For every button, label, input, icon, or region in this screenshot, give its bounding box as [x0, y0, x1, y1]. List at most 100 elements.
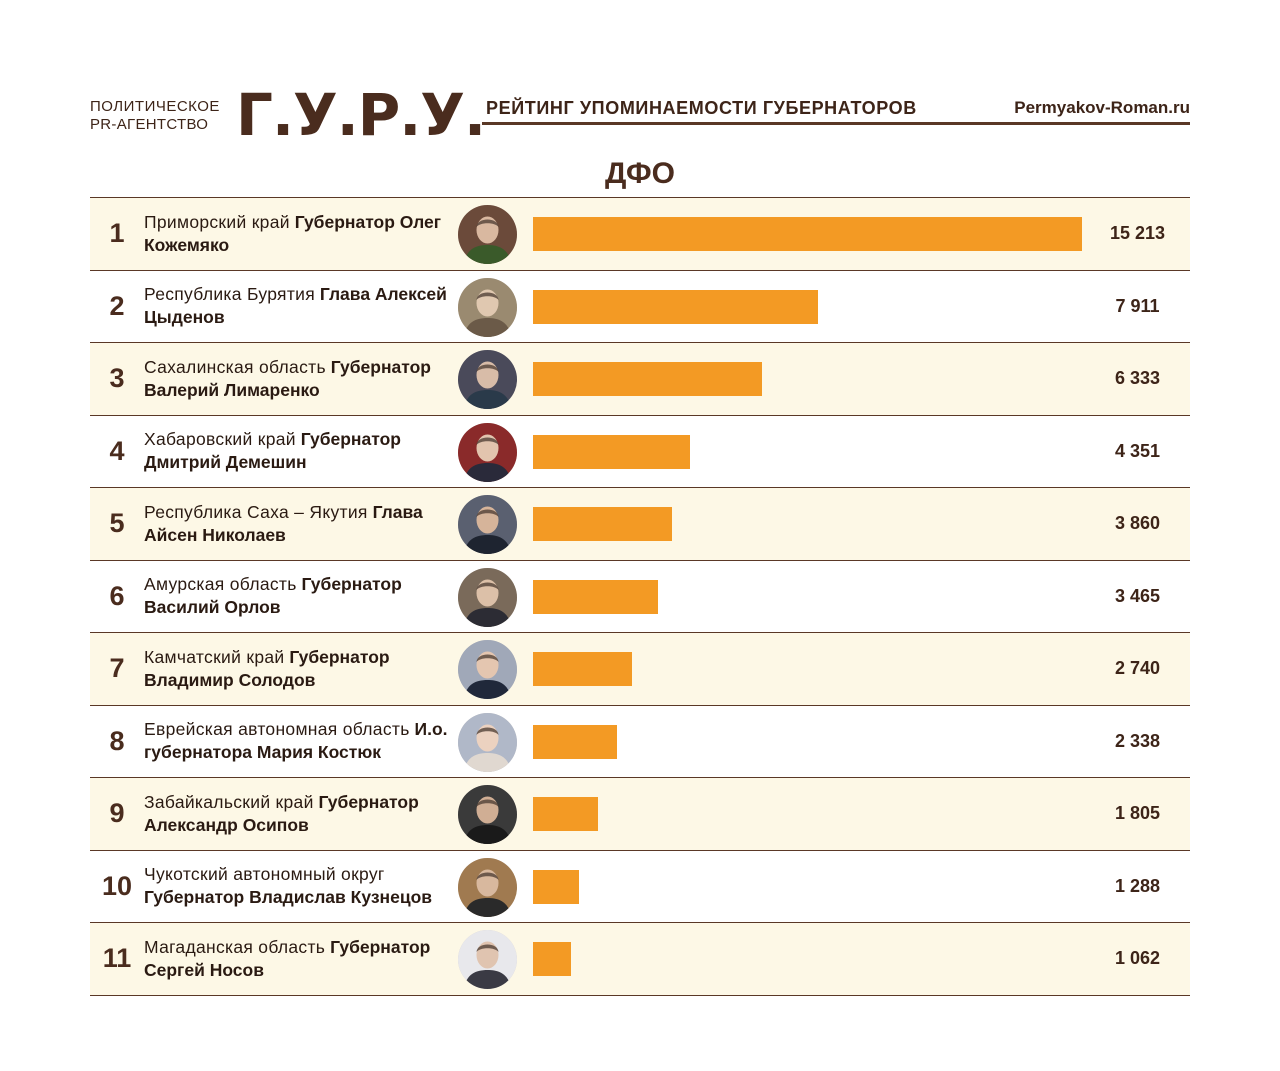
region-name: Чукотский автономный округ [144, 864, 385, 885]
governor-portrait [458, 567, 517, 627]
bar [533, 724, 618, 759]
governor-name: Губернатор Олег Кожемяко [144, 211, 442, 255]
governor-name: Глава Алексей Цыденов [144, 284, 447, 328]
chart-title: ДФО [605, 157, 675, 190]
bar-track [533, 561, 1085, 633]
rating-title: РЕЙТИНГ УПОМИНАЕМОСТИ ГУБЕРНАТОРОВ [486, 98, 917, 118]
table-row: 3 Сахалинская область Губернатор Валерий … [90, 343, 1190, 416]
bar-track [533, 343, 1085, 415]
table-row: 2 Республика Бурятия Глава Алексей Цыдено… [90, 271, 1190, 343]
region-name: Камчатский край [144, 646, 285, 667]
governor-name: Глава Айсен Николаев [144, 501, 423, 545]
bar [533, 434, 691, 469]
bar-track [533, 488, 1085, 560]
table-row: 11 Магаданская область Губернатор Сергей … [90, 923, 1190, 996]
governor-portrait [458, 640, 517, 699]
governor-label: Камчатский край Губернатор Владимир Соло… [144, 633, 454, 705]
rank-number: 6 [109, 580, 125, 611]
governor-name: Губернатор Василий Орлов [144, 574, 402, 618]
rank-number: 10 [101, 870, 133, 901]
ranking-table: 1 Приморский край Губернатор Олег Кожемяк… [90, 197, 1190, 996]
value-label: 1 805 [1114, 803, 1161, 824]
bar [533, 942, 572, 976]
rank-number: 4 [109, 435, 125, 466]
bar [533, 217, 1082, 251]
value-label: 3 465 [1114, 585, 1161, 606]
table-row: 5 Республика Саха – Якутия Глава Айсен Ни… [90, 488, 1190, 561]
region-name: Сахалинская область [144, 356, 326, 377]
bar [533, 289, 819, 324]
region-name: Еврейская автономная область [144, 719, 410, 740]
value-label: 4 351 [1114, 440, 1161, 461]
logo: Г.У.Р.У. [236, 81, 486, 149]
bar [533, 652, 632, 686]
governor-portrait [458, 422, 517, 482]
bar-track [533, 633, 1085, 705]
governor-label: Магаданская область Губернатор Сергей Но… [144, 923, 454, 995]
value-label: 3 860 [1114, 513, 1161, 534]
governor-label: Забайкальский край Губернатор Александр … [144, 778, 454, 850]
agency-label: ПОЛИТИЧЕСКОЕ PR-АГЕНТСТВО [90, 98, 225, 134]
value-label: 2 740 [1114, 658, 1161, 679]
rank-number: 3 [109, 363, 125, 394]
region-name: Приморский край [144, 211, 290, 232]
header-divider [482, 122, 1190, 125]
bar-track [533, 198, 1085, 270]
table-row: 1 Приморский край Губернатор Олег Кожемяк… [90, 198, 1190, 271]
rank-number: 9 [109, 798, 125, 829]
header: ПОЛИТИЧЕСКОЕ PR-АГЕНТСТВО Г.У.Р.У. РЕЙТИ… [90, 81, 1190, 149]
governor-name: Губернатор Владимир Солодов [144, 646, 390, 690]
table-row: 8 Еврейская автономная область И.о. губер… [90, 706, 1190, 778]
governor-label: Сахалинская область Губернатор Валерий Л… [144, 343, 454, 415]
table-row: 6 Амурская область Губернатор Василий Орл… [90, 561, 1190, 633]
value-label: 1 062 [1114, 948, 1161, 969]
bar [533, 579, 659, 614]
governor-label: Приморский край Губернатор Олег Кожемяко [144, 198, 454, 270]
governor-portrait [458, 712, 517, 772]
table-row: 9 Забайкальский край Губернатор Александр… [90, 778, 1190, 851]
table-row: 10 Чукотский автономный округ Губернатор … [90, 851, 1190, 923]
governor-label: Республика Бурятия Глава Алексей Цыденов [144, 271, 454, 343]
governor-name: Губернатор Владислав Кузнецов [144, 887, 433, 908]
value-label: 2 338 [1114, 730, 1161, 751]
bar-track [533, 416, 1085, 488]
region-name: Республика Бурятия [144, 284, 316, 305]
value-label: 6 333 [1114, 368, 1161, 389]
bar-track [533, 851, 1085, 923]
governor-label: Амурская область Губернатор Василий Орло… [144, 561, 454, 633]
governor-portrait [458, 785, 517, 844]
value-label: 15 213 [1109, 223, 1166, 244]
governor-label: Республика Саха – Якутия Глава Айсен Ник… [144, 488, 454, 560]
rank-number: 7 [109, 653, 125, 684]
governor-portrait [458, 930, 517, 989]
rank-number: 11 [102, 943, 132, 974]
site-link[interactable]: Permyakov-Roman.ru [1014, 98, 1190, 117]
table-row: 4 Хабаровский край Губернатор Дмитрий Дем… [90, 416, 1190, 488]
governor-name: Губернатор Дмитрий Демешин [144, 429, 401, 473]
region-name: Амурская область [144, 574, 297, 595]
agency-line2: PR-АГЕНТСТВО [90, 116, 209, 133]
table-row: 7 Камчатский край Губернатор Владимир Сол… [90, 633, 1190, 706]
governor-label: Еврейская автономная область И.о. губерн… [144, 706, 454, 778]
bar [533, 507, 673, 541]
bar [533, 869, 580, 904]
rank-number: 1 [109, 218, 125, 249]
bar-track [533, 271, 1085, 343]
governor-name: Губернатор Александр Осипов [144, 791, 419, 835]
governor-portrait [458, 350, 517, 409]
value-label: 7 911 [1115, 295, 1160, 316]
governor-name: Губернатор Валерий Лимаренко [144, 356, 431, 400]
agency-line1: ПОЛИТИЧЕСКОЕ [90, 98, 220, 115]
region-name: Хабаровский край [144, 429, 296, 450]
governor-label: Хабаровский край Губернатор Дмитрий Деме… [144, 416, 454, 488]
bar [533, 797, 599, 831]
governor-name: И.о. губернатора Мария Костюк [144, 719, 448, 763]
region-name: Республика Саха – Якутия [144, 501, 368, 522]
bar-track [533, 778, 1085, 850]
rank-number: 8 [109, 725, 125, 756]
governor-portrait [458, 857, 517, 917]
bar-track [533, 923, 1085, 995]
rank-number: 2 [109, 290, 125, 321]
governor-portrait [458, 277, 517, 337]
rank-number: 5 [109, 508, 125, 539]
